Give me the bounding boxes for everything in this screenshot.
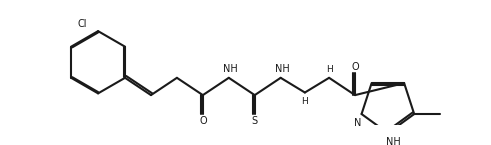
Text: NH: NH <box>386 137 401 145</box>
Text: O: O <box>351 62 359 72</box>
Text: NH: NH <box>223 64 238 74</box>
Text: O: O <box>199 116 207 126</box>
Text: NH: NH <box>275 64 290 74</box>
Text: Cl: Cl <box>78 19 87 29</box>
Text: H: H <box>301 97 308 106</box>
Text: S: S <box>252 116 258 126</box>
Text: H: H <box>326 65 332 74</box>
Text: N: N <box>355 118 362 128</box>
